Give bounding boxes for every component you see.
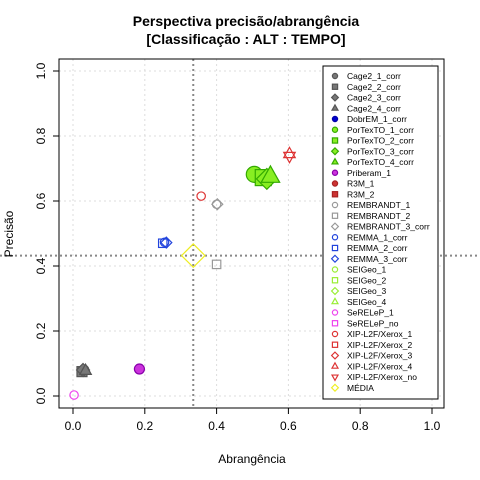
- legend-label: SEIGeo_4: [347, 297, 386, 307]
- data-point: [282, 151, 297, 164]
- legend-label: XIP-L2F/Xerox_no: [347, 372, 417, 382]
- legend-label: Cage2_3_corr: [347, 93, 401, 103]
- legend-marker: [331, 212, 339, 219]
- legend-marker: [331, 126, 339, 133]
- x-axis: 0.0 0.2 0.4 0.6 0.8 1.0: [65, 408, 441, 433]
- legend-marker: [330, 351, 340, 360]
- data-point: [133, 363, 146, 375]
- legend-marker: [331, 72, 339, 80]
- plot-area-frame: [58, 58, 445, 409]
- legend-label: XIP-L2F/Xerox_4: [347, 361, 412, 371]
- chart-title: Perspectiva precisão/abrangência: [133, 13, 360, 29]
- legend-marker: [331, 277, 339, 284]
- legend-label: PorTexTO_3_corr: [347, 146, 414, 156]
- data-point: [211, 197, 224, 211]
- legend-marker: [331, 244, 339, 252]
- legend-label: DobrEM_1_corr: [347, 114, 407, 124]
- legend-label: SeRELeP_no: [347, 318, 399, 328]
- legend-label: REMBRANDT_2: [347, 211, 411, 221]
- data-point: [69, 390, 79, 400]
- data-points: [69, 146, 297, 400]
- legend-marker: [331, 330, 339, 338]
- legend-label: SEIGeo_3: [347, 286, 386, 296]
- y-tick-label: 0.2: [34, 322, 48, 339]
- x-tick-label: 0.4: [208, 419, 225, 433]
- legend-marker: [330, 254, 340, 263]
- data-point: [157, 238, 168, 249]
- legend-marker: [331, 320, 339, 327]
- chart-subtitle: [Classificação : ALT : TEMPO]: [146, 31, 345, 47]
- legend-marker: [330, 297, 340, 305]
- legend-label: XIP-L2F/Xerox_1: [347, 329, 412, 339]
- y-tick-label: 0.4: [34, 257, 48, 274]
- legend-label: SEIGeo_1: [347, 265, 386, 275]
- legend-label: PorTexTO_4_corr: [347, 157, 414, 167]
- x-tick-label: 0.0: [65, 419, 82, 433]
- data-point: [160, 236, 173, 249]
- x-tick-label: 0.8: [352, 419, 369, 433]
- legend-marker: [331, 234, 339, 241]
- x-axis-label: Abrangência: [218, 452, 286, 466]
- y-tick-label: 0.0: [34, 387, 48, 404]
- data-point: [180, 243, 206, 269]
- y-axis: 0.0 0.2 0.4 0.6 0.8 1.0: [34, 62, 59, 404]
- y-axis-label: Precisão: [2, 210, 16, 257]
- legend-label: Cage2_2_corr: [347, 82, 401, 92]
- legend-label: Cage2_4_corr: [347, 103, 401, 113]
- legend-label: REMBRANDT_3_corr: [347, 222, 430, 232]
- legend: Cage2_1_corrCage2_2_corrCage2_3_corrCage…: [322, 65, 439, 400]
- legend-label: PorTexTO_1_corr: [347, 125, 414, 135]
- legend-label: REMMA_1_corr: [347, 232, 408, 242]
- x-tick-label: 1.0: [424, 419, 441, 433]
- legend-marker: [331, 266, 339, 273]
- legend-label: Cage2_1_corr: [347, 71, 401, 81]
- legend-label: XIP-L2F/Xerox_2: [347, 340, 412, 350]
- legend-marker: [331, 191, 339, 198]
- legend-marker: [331, 137, 339, 144]
- legend-marker: [330, 93, 340, 102]
- legend-marker: [330, 103, 340, 111]
- legend-label: SEIGeo_2: [347, 275, 386, 285]
- legend-marker: [330, 374, 340, 382]
- legend-label: MÉDIA: [347, 383, 374, 393]
- y-tick-label: 0.8: [34, 127, 48, 144]
- legend-marker: [331, 83, 339, 90]
- legend-marker: [331, 115, 339, 123]
- legend-label: R3M_1: [347, 179, 375, 189]
- y-tick-label: 0.6: [34, 192, 48, 209]
- legend-marker: [331, 309, 339, 316]
- legend-label: SeRELeP_1: [347, 308, 394, 318]
- legend-marker: [330, 361, 340, 369]
- legend-box: [322, 65, 439, 400]
- legend-marker: [330, 222, 340, 231]
- x-tick-label: 0.2: [136, 419, 153, 433]
- data-point: [260, 164, 281, 183]
- legend-marker: [330, 157, 340, 165]
- legend-marker: [331, 169, 339, 176]
- legend-label: REMBRANDT_1: [347, 200, 411, 210]
- legend-label: R3M_2: [347, 189, 375, 199]
- legend-marker: [330, 383, 340, 392]
- y-tick-label: 1.0: [34, 62, 48, 79]
- data-point: [211, 259, 222, 270]
- legend-label: REMMA_2_corr: [347, 243, 408, 253]
- legend-label: Priberam_1: [347, 168, 391, 178]
- x-tick-label: 0.6: [280, 419, 297, 433]
- legend-marker: [331, 180, 339, 187]
- legend-marker: [330, 147, 340, 156]
- legend-label: REMMA_3_corr: [347, 254, 408, 264]
- legend-marker: [330, 286, 340, 296]
- data-point: [78, 362, 93, 375]
- legend-label: PorTexTO_2_corr: [347, 136, 414, 146]
- data-point: [196, 191, 206, 201]
- legend-items: Cage2_1_corrCage2_2_corrCage2_3_corrCage…: [330, 71, 430, 393]
- legend-label: XIP-L2F/Xerox_3: [347, 351, 412, 361]
- legend-marker: [331, 201, 339, 209]
- legend-marker: [331, 341, 339, 348]
